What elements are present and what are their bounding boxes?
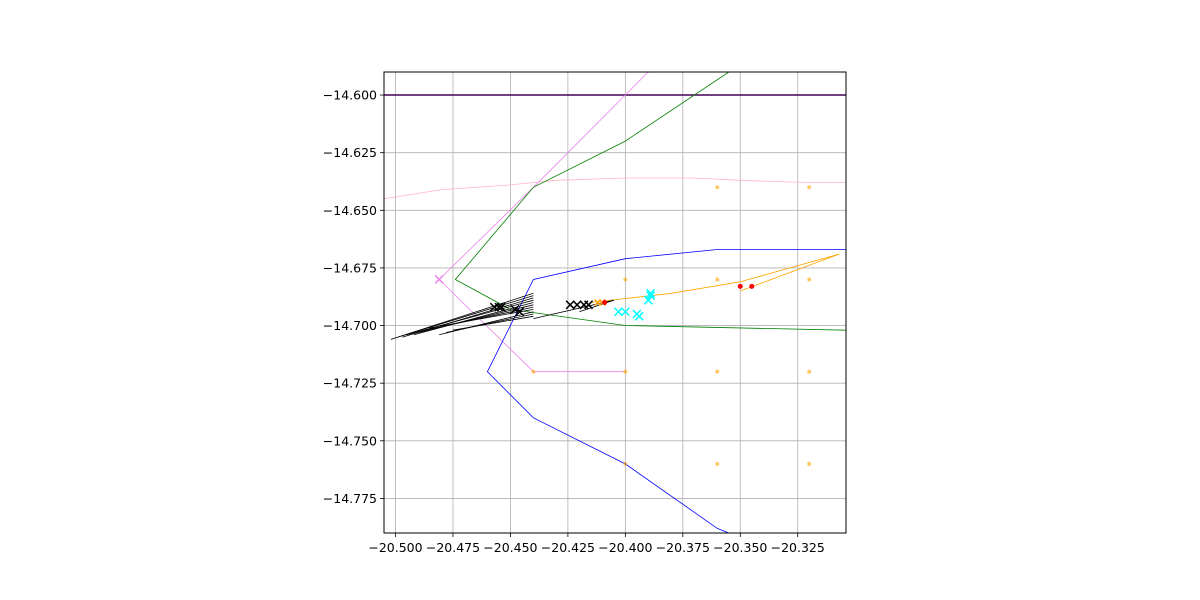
- series-segment: [413, 302, 534, 336]
- scatter-point: [715, 369, 720, 374]
- scatter-point: [807, 369, 812, 374]
- scatter-point: [572, 300, 582, 310]
- scatter-point: [715, 277, 720, 282]
- y-tick-label: −14.775: [323, 491, 377, 506]
- scatter-point: [623, 461, 628, 466]
- scatter-point: [807, 461, 812, 466]
- scatter-point: [620, 307, 630, 317]
- scatter-point: [434, 274, 444, 284]
- y-axis-ticks: −14.600 −14.625 −14.650 −14.675 −14.700 −14.7…: [323, 88, 384, 506]
- scatter-series-2: [489, 300, 594, 317]
- scatter-point: [510, 304, 520, 314]
- x-tick-label: −20.375: [656, 540, 710, 555]
- plot-frame: [383, 71, 847, 534]
- x-tick-label: −20.350: [713, 540, 767, 555]
- y-tick-label: −14.725: [323, 376, 377, 391]
- plot-area: [384, 72, 846, 533]
- scatter-point: [737, 283, 743, 289]
- x-tick-label: −20.500: [368, 540, 422, 555]
- series-line-5: [590, 253, 840, 303]
- y-tick-label: −14.675: [323, 260, 377, 275]
- scatter-point: [646, 288, 656, 298]
- series-line-6: [740, 253, 840, 292]
- scatter-series-4: [613, 288, 656, 321]
- series-segment: [445, 313, 534, 333]
- scatter-series-0: [531, 185, 812, 466]
- scatter-point: [623, 369, 628, 374]
- scatter-series-5: [434, 274, 444, 284]
- scatter-point: [749, 283, 755, 289]
- scatter-point: [584, 300, 594, 310]
- scatter-point: [515, 307, 525, 317]
- segment-series-7: [390, 292, 614, 340]
- y-tick-label: −14.750: [323, 433, 377, 448]
- scatter-point: [807, 185, 812, 190]
- scatter-series-3: [602, 283, 755, 305]
- scatter-point: [496, 302, 506, 312]
- y-tick-label: −14.625: [323, 145, 377, 160]
- scatter-point: [715, 461, 720, 466]
- y-tick-label: −14.600: [323, 88, 377, 103]
- x-tick-label: −20.450: [483, 540, 537, 555]
- series-segment: [452, 315, 534, 331]
- x-tick-label: −20.475: [426, 540, 480, 555]
- scatter-point: [613, 307, 623, 317]
- series-segment: [579, 299, 614, 313]
- scatter-point: [634, 311, 644, 321]
- x-axis-ticks: −20.500 −20.475 −20.450 −20.425 −20.400 −20.3…: [368, 533, 825, 555]
- scatter-point: [602, 300, 608, 305]
- series-segment: [425, 306, 534, 331]
- series-line-3: [454, 72, 846, 331]
- x-tick-label: −20.325: [771, 540, 825, 555]
- scatter-point: [643, 295, 653, 305]
- x-tick-label: −20.400: [598, 540, 652, 555]
- series-segment: [402, 297, 534, 338]
- x-tick-label: −20.425: [541, 540, 595, 555]
- scatter-point: [807, 277, 812, 282]
- scatter-point: [623, 277, 628, 282]
- scatter-point: [531, 369, 536, 374]
- scatter-point: [565, 300, 575, 310]
- y-tick-label: −14.650: [323, 203, 377, 218]
- grid-lines: [384, 72, 846, 533]
- y-tick-label: −14.700: [323, 318, 377, 333]
- series-segment: [397, 295, 534, 338]
- series-segment: [429, 309, 534, 329]
- scatter-point: [494, 302, 504, 312]
- series-line-4: [486, 249, 846, 533]
- scatter-point: [646, 291, 656, 301]
- scatter-point: [715, 185, 720, 190]
- series-segment: [533, 299, 614, 320]
- series-line-1: [384, 177, 846, 200]
